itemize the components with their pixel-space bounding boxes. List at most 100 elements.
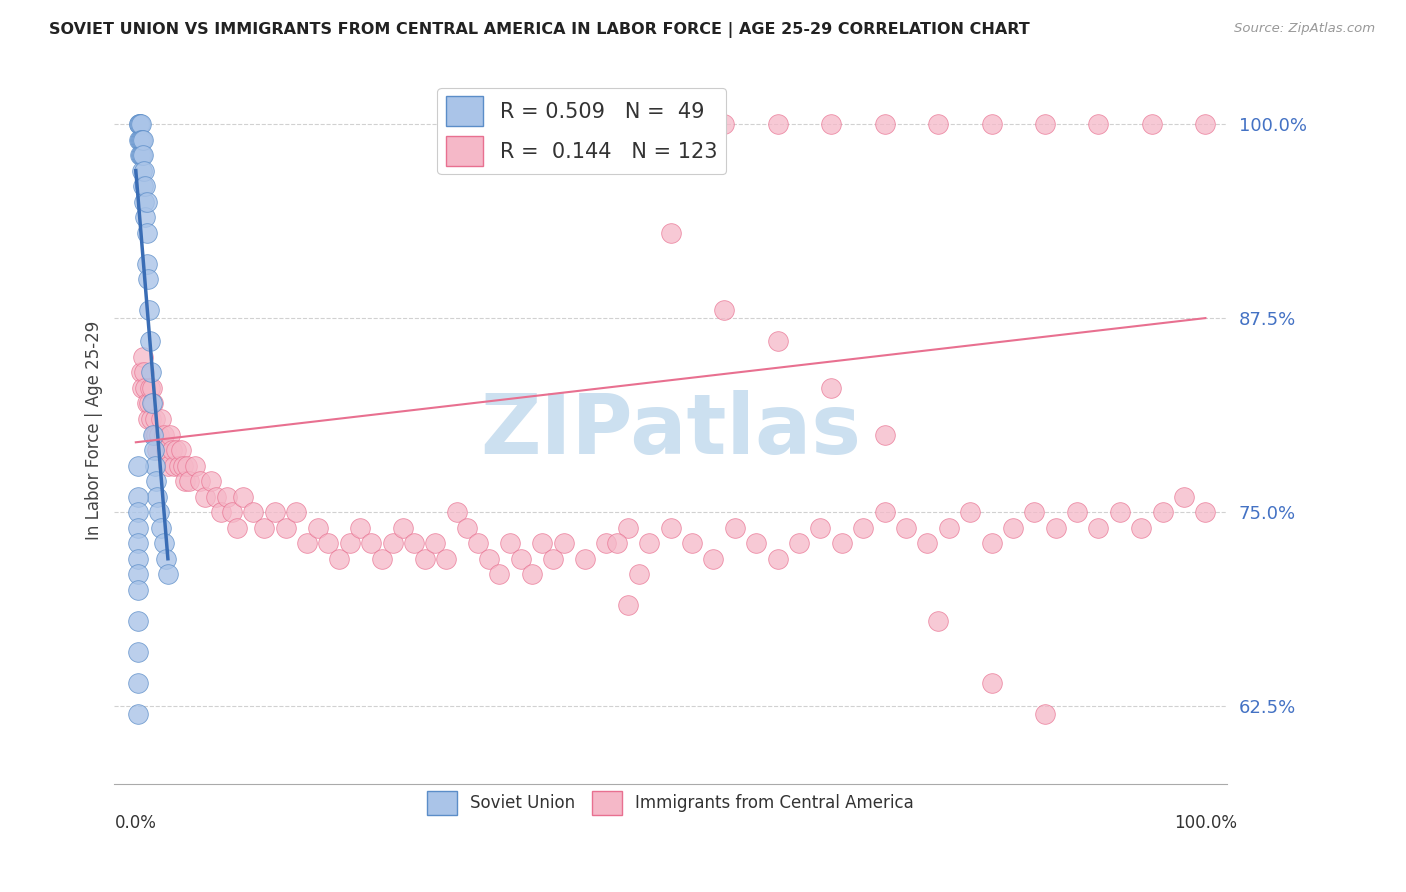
- Point: [188, 474, 211, 488]
- Point: [1033, 706, 1056, 721]
- Point: [205, 490, 228, 504]
- Point: [425, 536, 447, 550]
- Point: [127, 551, 149, 566]
- Point: [274, 521, 297, 535]
- Point: [456, 521, 478, 535]
- Point: [170, 443, 193, 458]
- Point: [381, 536, 404, 550]
- Point: [873, 117, 896, 131]
- Point: [541, 551, 564, 566]
- Point: [488, 567, 510, 582]
- Point: [873, 505, 896, 519]
- Point: [152, 427, 174, 442]
- Point: [129, 117, 152, 131]
- Point: [132, 132, 155, 146]
- Point: [980, 117, 1002, 131]
- Point: [215, 490, 238, 504]
- Point: [159, 427, 181, 442]
- Point: [713, 117, 735, 131]
- Point: [787, 536, 810, 550]
- Point: [136, 412, 159, 426]
- Point: [127, 536, 149, 550]
- Point: [434, 551, 457, 566]
- Point: [150, 412, 173, 426]
- Point: [606, 536, 628, 550]
- Point: [307, 521, 329, 535]
- Point: [1194, 117, 1216, 131]
- Point: [142, 427, 165, 442]
- Point: [413, 551, 436, 566]
- Point: [129, 366, 152, 380]
- Point: [980, 536, 1002, 550]
- Point: [659, 226, 682, 240]
- Point: [134, 194, 156, 209]
- Text: Source: ZipAtlas.com: Source: ZipAtlas.com: [1234, 22, 1375, 36]
- Point: [135, 226, 157, 240]
- Point: [349, 521, 371, 535]
- Point: [509, 551, 531, 566]
- Point: [134, 210, 156, 224]
- Point: [263, 505, 285, 519]
- Point: [295, 536, 318, 550]
- Point: [127, 458, 149, 473]
- Point: [200, 474, 222, 488]
- Point: [1066, 505, 1088, 519]
- Point: [127, 645, 149, 659]
- Point: [156, 567, 179, 582]
- Point: [143, 443, 166, 458]
- Point: [371, 551, 394, 566]
- Point: [745, 536, 768, 550]
- Point: [129, 148, 152, 162]
- Point: [145, 427, 167, 442]
- Point: [127, 490, 149, 504]
- Point: [167, 458, 190, 473]
- Point: [1045, 521, 1067, 535]
- Point: [138, 334, 160, 349]
- Point: [135, 194, 157, 209]
- Point: [141, 381, 163, 395]
- Point: [574, 551, 596, 566]
- Point: [139, 366, 162, 380]
- Legend: Soviet Union, Immigrants from Central America: Soviet Union, Immigrants from Central Am…: [420, 784, 921, 822]
- Point: [128, 117, 150, 131]
- Point: [1087, 521, 1109, 535]
- Point: [183, 458, 205, 473]
- Point: [131, 381, 153, 395]
- Point: [1087, 117, 1109, 131]
- Point: [980, 676, 1002, 690]
- Point: [659, 521, 682, 535]
- Point: [392, 521, 415, 535]
- Point: [499, 536, 522, 550]
- Point: [681, 536, 703, 550]
- Point: [820, 381, 842, 395]
- Point: [894, 521, 917, 535]
- Point: [132, 350, 155, 364]
- Point: [1152, 505, 1174, 519]
- Point: [150, 521, 173, 535]
- Point: [155, 443, 177, 458]
- Point: [146, 490, 169, 504]
- Point: [1130, 521, 1153, 535]
- Point: [143, 458, 166, 473]
- Point: [134, 179, 156, 194]
- Point: [172, 458, 194, 473]
- Point: [152, 536, 174, 550]
- Point: [132, 148, 155, 162]
- Point: [831, 536, 853, 550]
- Point: [156, 458, 179, 473]
- Point: [148, 505, 170, 519]
- Point: [132, 179, 155, 194]
- Point: [927, 117, 949, 131]
- Text: ZIPatlas: ZIPatlas: [479, 390, 860, 471]
- Point: [127, 521, 149, 535]
- Point: [1173, 490, 1195, 504]
- Point: [617, 521, 640, 535]
- Point: [128, 117, 150, 131]
- Point: [1108, 505, 1130, 519]
- Point: [820, 117, 842, 131]
- Point: [128, 132, 150, 146]
- Point: [232, 490, 254, 504]
- Point: [226, 521, 249, 535]
- Point: [129, 132, 152, 146]
- Point: [131, 148, 153, 162]
